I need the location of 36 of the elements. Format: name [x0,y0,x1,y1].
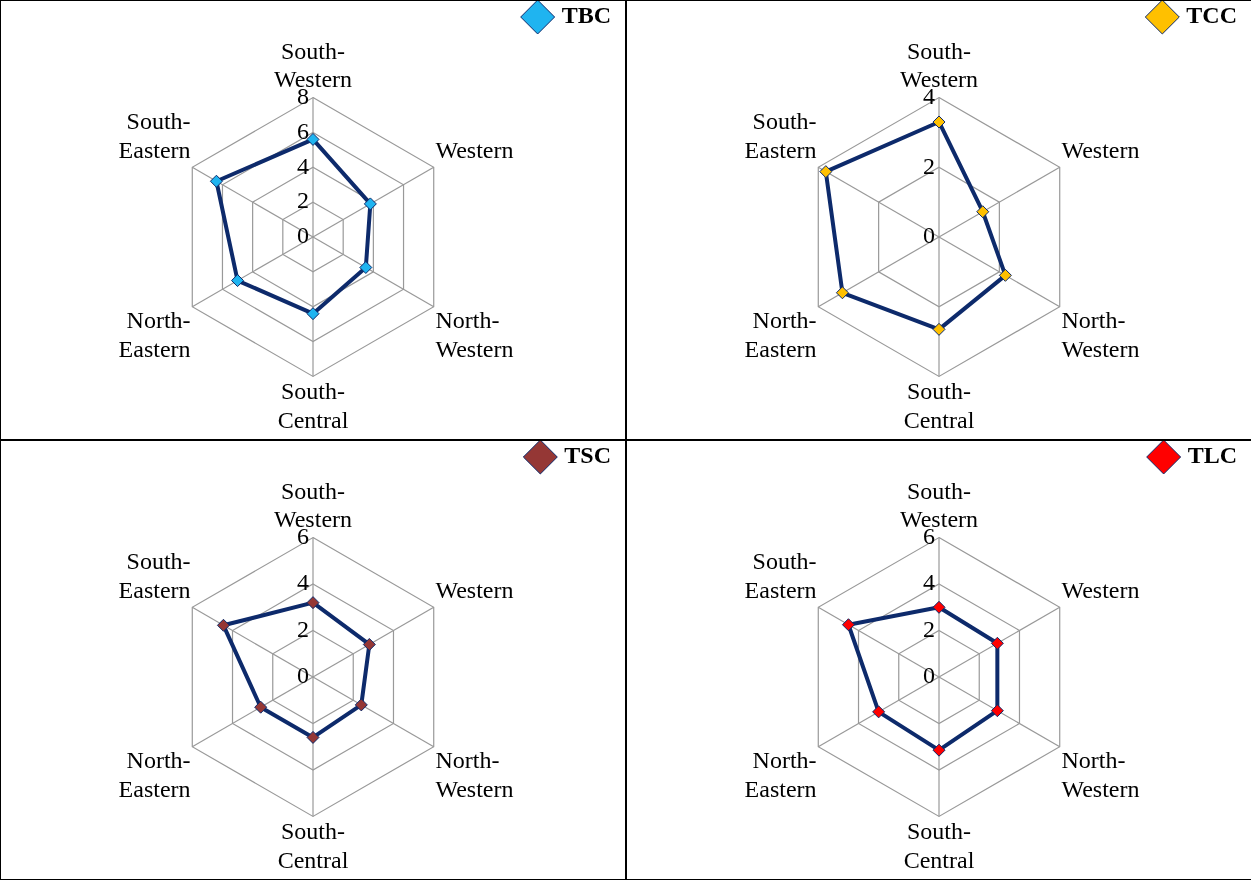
spoke-label: South-Central [903,818,975,873]
spoke-label: North-Eastern [118,747,191,803]
spoke-label: North-Western [1061,747,1140,803]
y-tick-label: 4 [297,152,309,179]
y-tick-label: 2 [923,615,935,642]
y-tick-label: 4 [297,569,309,596]
y-tick-label: 6 [297,117,309,144]
legend-label: TCC [1186,2,1237,29]
legend-label: TSC [564,442,611,469]
y-tick-label: 0 [923,222,935,249]
y-tick-label: 2 [297,187,309,214]
spoke-label: Western [435,577,514,604]
legend-label: TLC [1187,442,1238,469]
spoke-label: South-Eastern [118,548,191,604]
spoke-label: North-Western [1061,307,1140,363]
spoke-label: Western [1061,137,1140,164]
spoke-label: North-Western [435,747,514,803]
spoke-label: North-Eastern [744,747,817,803]
spoke-label: South-Eastern [744,108,817,164]
spoke-label: South-Central [277,378,349,433]
spoke-label: North-Eastern [744,307,817,363]
spoke-label: South-Eastern [744,548,817,604]
y-tick-label: 2 [297,615,309,642]
y-tick-label: 4 [923,569,935,596]
legend-label: TBC [561,2,612,29]
spoke-label: Western [435,137,514,164]
spoke-label: Western [1061,577,1140,604]
y-tick-label: 0 [923,662,935,689]
spoke-label: North-Western [435,307,514,363]
spoke-label: North-Eastern [118,307,191,363]
spoke-label: South-Central [903,378,975,433]
y-tick-label: 2 [923,152,935,179]
y-tick-label: 0 [297,662,309,689]
y-tick-label: 0 [297,222,309,249]
spoke-label: South-Eastern [118,108,191,164]
spoke-label: South-Central [277,818,349,873]
